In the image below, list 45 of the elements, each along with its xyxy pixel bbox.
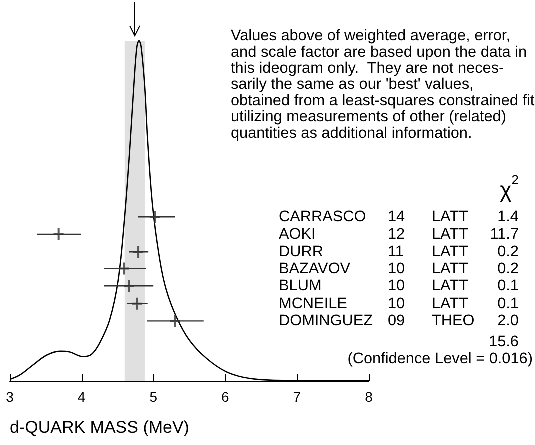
- annotation: Values above of weighted average, error, and scale factor are based upon the data in this ideogram only. They are not neces- sarily the same as our 'best' values, obtained from a least-squares constrained fit utilizing measurements of other (related) quantities as additional information.: [231, 28, 535, 142]
- text: LATT: [432, 278, 470, 295]
- text: LATT: [432, 244, 470, 261]
- text: 15.6: [489, 334, 519, 350]
- x-tick-label: 6: [222, 389, 230, 405]
- text: 1.4: [498, 208, 520, 226]
- text: LATT: [432, 260, 470, 278]
- annotation: DOMINGUEZ: [279, 312, 374, 330]
- x-tick-label: 3: [6, 389, 14, 405]
- x-tick-label: 8: [365, 389, 374, 405]
- x-tick-label: 7: [293, 389, 302, 405]
- x-axis-title: d-QUARK MASS (MeV): [10, 418, 190, 437]
- point: [119, 262, 130, 275]
- annotation: AOKI: [279, 226, 316, 243]
- text: 0.1: [498, 295, 519, 312]
- annotation: BAZAVOV: [279, 260, 352, 278]
- text: 12: [388, 226, 406, 243]
- annotation: BLUM: [279, 278, 322, 295]
- text: THEO: [432, 312, 475, 330]
- point: [132, 298, 142, 310]
- point: [150, 211, 160, 224]
- annotation: CARRASCO: [279, 208, 366, 226]
- text: LATT: [432, 226, 470, 243]
- x-tick-label: 4: [78, 389, 86, 405]
- text: 10: [388, 295, 406, 312]
- text: 14: [388, 208, 406, 226]
- text: LATT: [432, 208, 470, 226]
- text: 10: [388, 278, 406, 295]
- text: 0.2: [498, 260, 519, 278]
- point: [54, 228, 64, 240]
- text: 09: [388, 312, 406, 330]
- text: LATT: [432, 295, 470, 312]
- point: [170, 315, 180, 328]
- text: 2.0: [498, 312, 519, 330]
- x-tick-label: 5: [150, 389, 158, 405]
- point: [124, 280, 134, 292]
- point: [134, 246, 144, 258]
- text: 10: [388, 260, 406, 278]
- annotation: MCNEILE: [279, 295, 348, 312]
- text: 0.1: [498, 278, 519, 295]
- text: 11: [388, 244, 404, 261]
- annotation: (Confidence Level = 0.016): [348, 350, 533, 368]
- annotation: DURR: [279, 244, 324, 261]
- text: 0.2: [498, 244, 519, 261]
- text: 11.7: [490, 226, 519, 243]
